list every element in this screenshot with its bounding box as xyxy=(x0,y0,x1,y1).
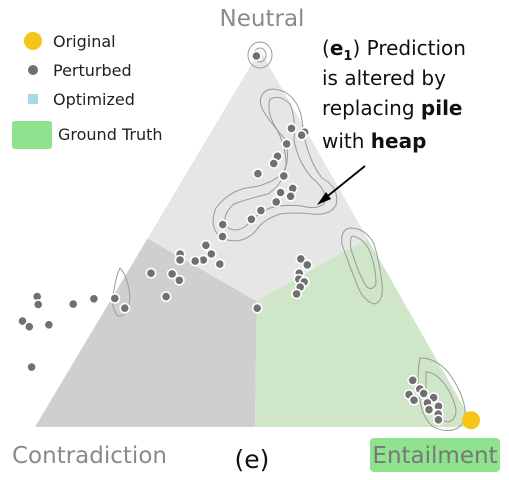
annotation-line-3-text: replacing xyxy=(322,96,421,120)
annotation-tag-open: ( xyxy=(322,36,330,60)
perturbed-point xyxy=(17,315,28,327)
perturbed-point xyxy=(251,302,263,314)
original-point xyxy=(462,411,481,430)
legend-optimized-label: Optimized xyxy=(53,90,135,109)
neutral-vertex-label: Neutral xyxy=(220,6,305,32)
perturbed-point xyxy=(160,291,172,302)
perturbed-point xyxy=(88,293,100,305)
perturbed-point xyxy=(270,196,282,208)
contradiction-vertex-label: Contradiction xyxy=(12,443,167,469)
annotation-word-heap: heap xyxy=(371,129,427,153)
perturbed-point xyxy=(295,253,307,265)
legend: Original Perturbed Optimized Ground Trut… xyxy=(12,32,163,149)
original-points xyxy=(462,411,481,430)
annotation-tag-close: ) xyxy=(352,36,360,60)
contour-line xyxy=(224,96,326,231)
perturbed-point xyxy=(407,374,419,386)
annotation-arrow-head xyxy=(317,192,331,205)
annotation-tag-letter: e xyxy=(330,36,344,60)
perturbed-point xyxy=(145,267,157,279)
perturbed-point xyxy=(281,138,293,150)
annotation-line-3: replacing pile xyxy=(322,96,462,120)
perturbed-point xyxy=(109,292,121,304)
perturbed-point xyxy=(286,122,297,134)
perturbed-point xyxy=(255,205,267,216)
contour-line xyxy=(417,357,466,432)
perturbed-point xyxy=(214,258,226,270)
legend-perturbed-marker xyxy=(28,65,38,75)
annotation-arrow-shaft xyxy=(323,165,366,200)
entailment-vertex-label: Entailment xyxy=(372,443,497,469)
perturbed-point xyxy=(252,168,264,180)
figure-caption: (e) xyxy=(235,445,270,474)
perturbed-point xyxy=(200,239,212,251)
annotation-tag-subscript: 1 xyxy=(343,49,352,64)
perturbed-point xyxy=(250,50,262,62)
annotation-line-1-rest: Prediction xyxy=(360,36,466,60)
annotation-line-4: with heap xyxy=(322,129,426,153)
perturbed-point xyxy=(205,248,217,260)
annotation-line-1: (e1) Prediction xyxy=(322,36,466,64)
perturbed-point xyxy=(119,302,131,314)
perturbed-point xyxy=(268,158,280,169)
perturbed-point xyxy=(301,259,313,271)
perturbed-point xyxy=(217,231,228,242)
legend-ground-truth-label: Ground Truth xyxy=(58,125,163,144)
perturbed-point xyxy=(275,187,286,198)
perturbed-point xyxy=(23,321,35,333)
perturbed-point xyxy=(217,219,229,230)
contour-line xyxy=(247,41,273,69)
perturbed-point xyxy=(26,361,37,373)
perturbed-point xyxy=(174,254,186,266)
contour-line xyxy=(212,88,338,242)
perturbed-point xyxy=(43,319,55,331)
contour-line xyxy=(112,267,131,317)
perturbed-point xyxy=(245,213,257,225)
contour-line xyxy=(349,235,377,290)
annotation-line-4-text: with xyxy=(322,129,371,153)
annotation-line-2: is altered by xyxy=(322,66,446,90)
legend-perturbed-label: Perturbed xyxy=(53,61,132,80)
perturbed-point xyxy=(32,299,44,310)
perturbed-point xyxy=(278,170,290,182)
perturbed-point xyxy=(296,129,307,141)
perturbed-point xyxy=(423,404,435,416)
contour-line xyxy=(341,227,383,305)
perturbed-point xyxy=(418,387,430,399)
contradiction-region xyxy=(35,238,257,427)
perturbed-point xyxy=(67,298,79,310)
perturbed-point xyxy=(291,288,302,300)
ground-truth-highlight xyxy=(370,438,500,472)
perturbed-point xyxy=(432,414,444,426)
legend-optimized-marker xyxy=(28,94,38,104)
annotation-e1: (e1) Prediction is altered by replacing … xyxy=(317,36,466,205)
perturbed-point xyxy=(166,268,178,280)
perturbed-points xyxy=(17,50,444,426)
legend-original-label: Original xyxy=(53,32,116,51)
annotation-word-pile: pile xyxy=(421,96,463,120)
perturbed-point xyxy=(173,274,185,286)
perturbed-point xyxy=(285,190,296,202)
perturbed-point xyxy=(408,394,420,406)
perturbed-point xyxy=(189,255,201,267)
entailment-region xyxy=(255,238,475,427)
legend-ground-truth-marker xyxy=(12,121,52,149)
legend-original-marker xyxy=(24,32,42,50)
